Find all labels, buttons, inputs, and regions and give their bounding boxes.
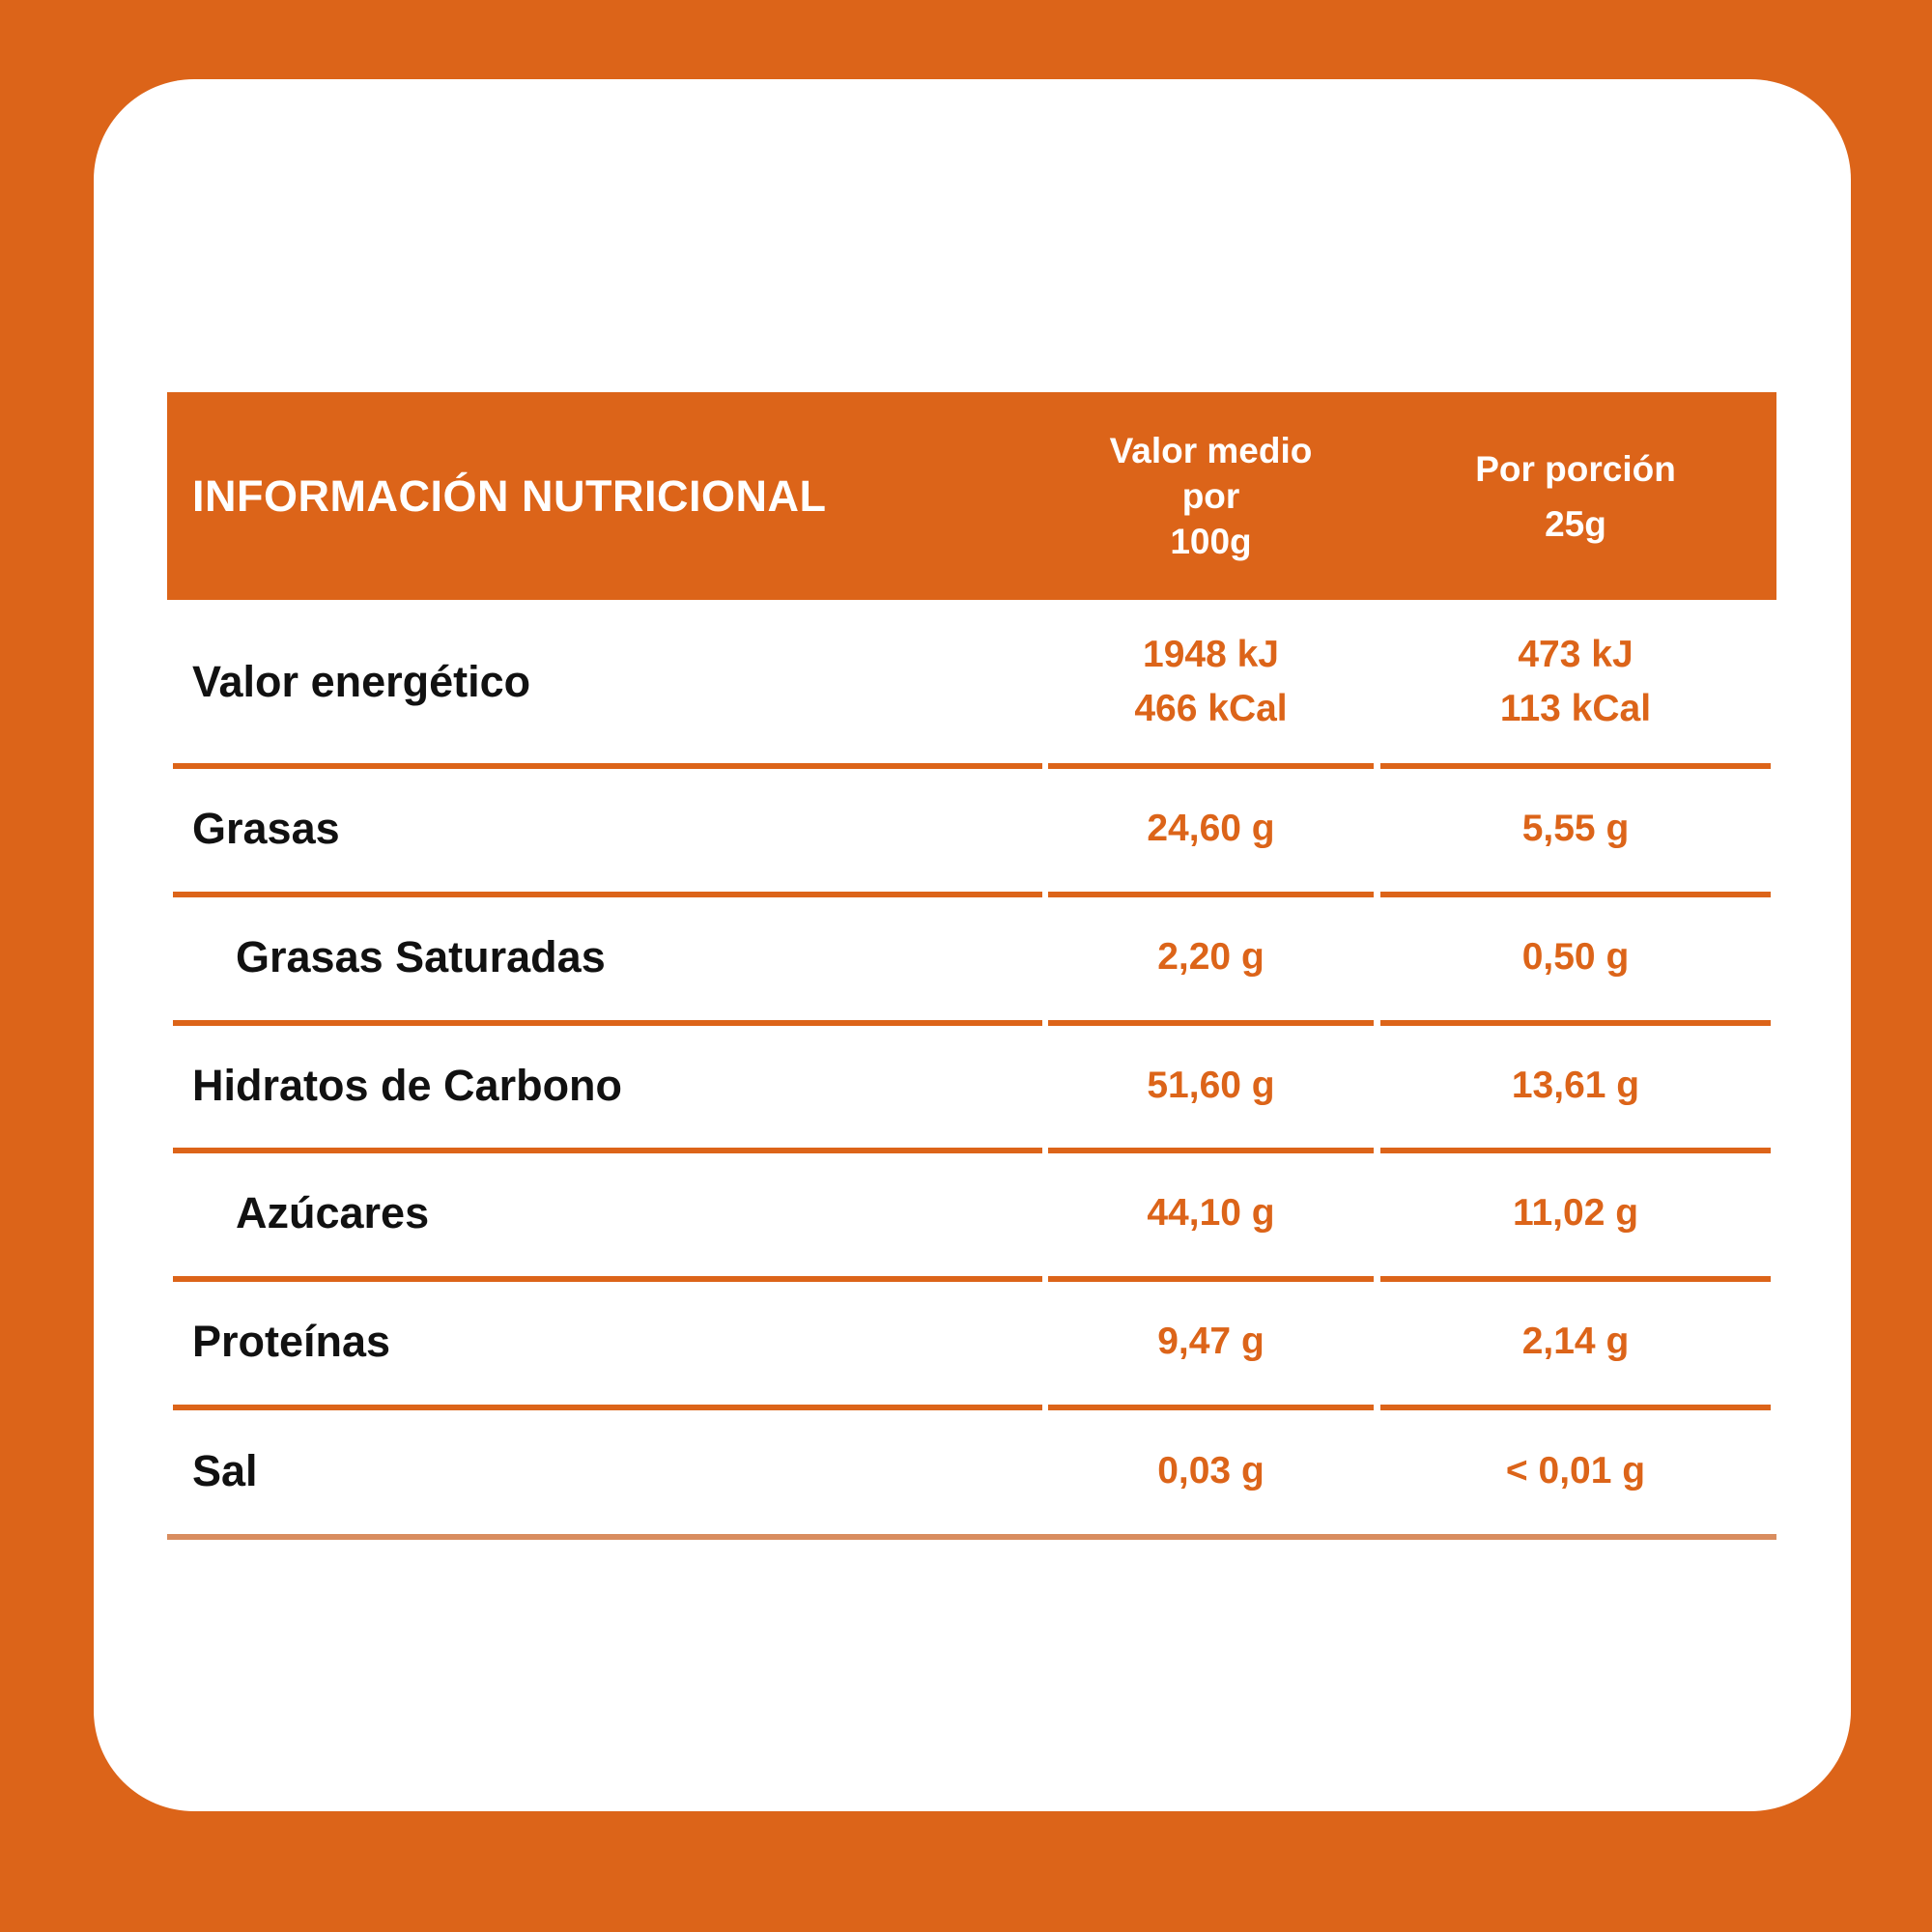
- row-divider: [173, 763, 1042, 769]
- nutrient-label: Proteínas: [192, 1317, 391, 1366]
- value-text: 44,10 g: [1147, 1192, 1275, 1234]
- table-row: Proteínas 9,47 g 2,14 g: [167, 1279, 1776, 1405]
- table-header: INFORMACIÓN NUTRICIONAL Valor medio por …: [167, 392, 1776, 600]
- value-text: 473 kJ: [1518, 633, 1634, 675]
- nutrient-label: Azúcares: [236, 1188, 430, 1237]
- row-divider: [1048, 892, 1374, 897]
- nutrition-card: [94, 79, 1851, 1811]
- value-text: 5,55 g: [1521, 808, 1630, 849]
- nutrient-label: Grasas: [192, 804, 340, 853]
- nutrient-label: Hidratos de Carbono: [192, 1060, 623, 1110]
- value-per-portion: 2,14 g: [1380, 1279, 1771, 1405]
- value-per-portion: 13,61 g: [1380, 1023, 1771, 1148]
- value-text: 9,47 g: [1157, 1321, 1264, 1362]
- header-per-100g: Valor medio por 100g: [1048, 392, 1374, 600]
- value-text: < 0,01 g: [1505, 1449, 1646, 1492]
- value-text: 1948 kJ: [1143, 633, 1279, 675]
- header-line: por: [1181, 476, 1240, 516]
- value-text: 24,60 g: [1147, 808, 1275, 849]
- row-divider: [173, 1405, 1042, 1410]
- row-divider: [173, 1148, 1042, 1153]
- row-divider: [1048, 1020, 1374, 1026]
- value-per-portion: 5,55 g: [1380, 766, 1771, 892]
- table-row: Azúcares 44,10 g 11,02 g: [167, 1151, 1776, 1276]
- value-text: 466 kCal: [1134, 687, 1288, 729]
- value-per-100g: 24,60 g: [1048, 766, 1374, 892]
- value-text: 113 kCal: [1499, 687, 1652, 729]
- value-text: 0,50 g: [1521, 936, 1630, 978]
- value-per-portion: < 0,01 g: [1380, 1407, 1771, 1534]
- table-row: Grasas Saturadas 2,20 g 0,50 g: [167, 895, 1776, 1020]
- value-per-portion: 473 kJ 113 kCal: [1380, 600, 1771, 763]
- value-text: 2,20 g: [1157, 936, 1264, 978]
- value-text: 51,60 g: [1147, 1064, 1275, 1106]
- value-per-100g: 44,10 g: [1048, 1151, 1374, 1276]
- table-row: Hidratos de Carbono 51,60 g 13,61 g: [167, 1023, 1776, 1148]
- value-per-100g: 9,47 g: [1048, 1279, 1374, 1405]
- value-text: 0,03 g: [1157, 1449, 1264, 1492]
- row-divider: [173, 892, 1042, 897]
- value-text: 13,61 g: [1511, 1064, 1640, 1106]
- value-text: 2,14 g: [1521, 1321, 1630, 1362]
- table-bottom-rule: [167, 1534, 1776, 1540]
- row-divider: [1048, 763, 1374, 769]
- value-per-100g: 51,60 g: [1048, 1023, 1374, 1148]
- row-divider: [1380, 1148, 1771, 1153]
- nutrient-label: Sal: [192, 1445, 258, 1495]
- value-per-100g: 1948 kJ 466 kCal: [1048, 600, 1374, 763]
- row-divider: [1048, 1276, 1374, 1282]
- value-per-100g: 2,20 g: [1048, 895, 1374, 1020]
- header-line: 25g: [1545, 503, 1606, 544]
- value-per-100g: 0,03 g: [1048, 1407, 1374, 1534]
- value-per-portion: 11,02 g: [1380, 1151, 1771, 1276]
- row-divider: [1048, 1405, 1374, 1410]
- value-per-portion: 0,50 g: [1380, 895, 1771, 1020]
- row-divider: [1380, 892, 1771, 897]
- header-line: Por porción: [1475, 448, 1676, 489]
- row-divider: [1380, 763, 1771, 769]
- table-title: INFORMACIÓN NUTRICIONAL: [192, 470, 827, 521]
- header-line: 100g: [1170, 522, 1252, 561]
- value-text: 11,02 g: [1512, 1192, 1639, 1234]
- table-row: Grasas 24,60 g 5,55 g: [167, 766, 1776, 892]
- row-divider: [1048, 1148, 1374, 1153]
- header-line: Valor medio: [1109, 431, 1313, 470]
- nutrient-label: Valor energético: [192, 656, 531, 706]
- row-divider: [1380, 1405, 1771, 1410]
- header-per-portion: Por porción 25g: [1380, 392, 1771, 600]
- table-row: Sal 0,03 g < 0,01 g: [167, 1407, 1776, 1534]
- nutrient-label: Grasas Saturadas: [236, 932, 606, 981]
- table-row: Valor energético 1948 kJ 466 kCal 473 kJ 113…: [167, 600, 1776, 763]
- row-divider: [173, 1020, 1042, 1026]
- row-divider: [173, 1276, 1042, 1282]
- row-divider: [1380, 1020, 1771, 1026]
- row-divider: [1380, 1276, 1771, 1282]
